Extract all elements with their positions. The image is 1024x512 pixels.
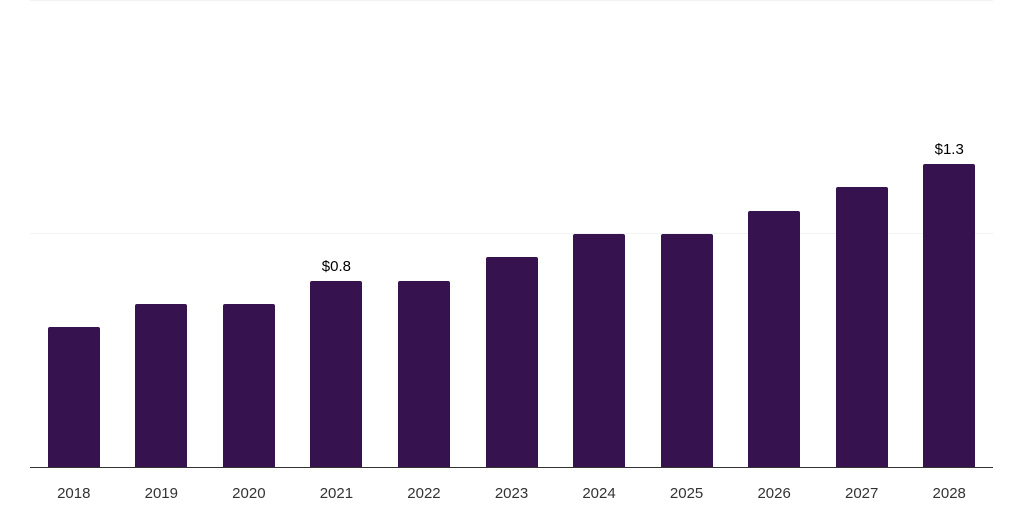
plot-area: $0.8 $1.3 xyxy=(30,0,993,468)
x-tick-label: 2024 xyxy=(582,485,616,502)
gridline xyxy=(30,232,993,234)
bar-2022 xyxy=(397,280,450,467)
gridline xyxy=(30,0,993,1)
bar-2019 xyxy=(135,303,188,467)
x-tick-label: 2026 xyxy=(757,485,791,502)
x-tick-label: 2019 xyxy=(144,485,178,502)
bar-value-label: $0.8 xyxy=(321,257,352,275)
x-tick-label: 2027 xyxy=(844,485,879,502)
x-tick-label: 2022 xyxy=(407,485,441,502)
bar-2027 xyxy=(835,187,888,467)
bar-2025 xyxy=(660,234,713,467)
bar-2023 xyxy=(485,257,538,467)
x-tick-label: 2025 xyxy=(669,485,704,502)
x-tick-label: 2020 xyxy=(232,485,266,502)
x-tick-label: 2018 xyxy=(57,485,91,502)
bar-2024 xyxy=(573,234,626,467)
x-tick-label: 2028 xyxy=(932,485,966,502)
bar-2021 xyxy=(310,280,363,467)
x-tick-label: 2023 xyxy=(494,485,529,502)
x-tick-label: 2021 xyxy=(319,485,354,502)
bar-2020 xyxy=(222,303,275,467)
bar-2028 xyxy=(923,164,976,467)
bar-2018 xyxy=(47,327,100,467)
bar-2026 xyxy=(748,210,801,467)
bar-value-label: $1.3 xyxy=(934,141,964,159)
